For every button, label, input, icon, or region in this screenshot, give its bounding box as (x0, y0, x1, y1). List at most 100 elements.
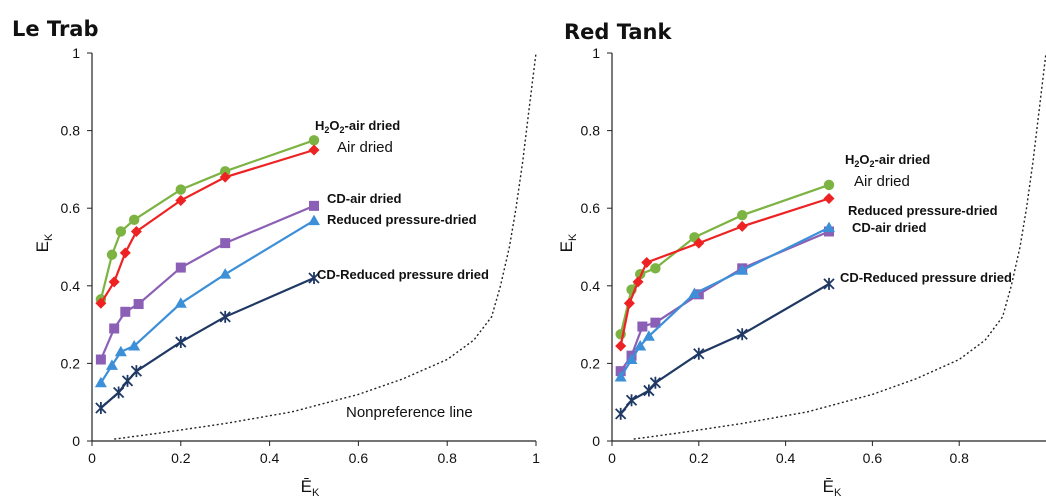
data-point-cdair (309, 200, 319, 211)
annotation-h2o2-label: H2O2-air dried (315, 118, 400, 135)
data-point-reduced (823, 221, 835, 233)
x-axis-label: ĒK (301, 477, 320, 499)
x-tick-label: 0.6 (863, 450, 883, 466)
y-tick-label: 0.6 (581, 200, 601, 216)
data-point-air (623, 297, 635, 309)
series-line-reduced (99, 219, 315, 384)
y-tick-label: 1 (72, 45, 80, 61)
chart-1: Le Trab 0 0.2 0.4 0.6 0.8 1 0 0.2 0.4 0.6 0.8 1 EK ĒK H… (12, 17, 540, 499)
data-point-reduced (642, 330, 655, 341)
data-point-air (119, 247, 131, 259)
annotation-cdreduced-label: CD-Reduced pressure dried (840, 270, 1012, 285)
data-point-reduced (308, 214, 320, 226)
data-point-cdreduced (693, 347, 705, 360)
data-point-reduced (128, 339, 141, 351)
data-point-cdair (133, 299, 144, 310)
data-point-h2o2 (220, 166, 231, 177)
series-line-cdair (99, 204, 315, 360)
series-h2o2 (95, 135, 320, 305)
y-axis-label: EK (557, 233, 579, 252)
data-point-air (632, 276, 644, 288)
data-point-cdair (637, 321, 648, 332)
data-point-air (308, 144, 320, 156)
data-point-air (108, 276, 120, 288)
annotation-nonpref-label: Nonpreference line (346, 404, 473, 421)
annotation-air-label: Air dried (337, 139, 393, 156)
data-point-reduced (105, 359, 118, 370)
y-tick-label: 0.4 (61, 278, 81, 294)
series-air (95, 144, 320, 309)
data-point-cdair (693, 289, 704, 300)
data-point-cdreduced (615, 407, 627, 420)
series-cdreduced (615, 277, 835, 420)
data-point-cdair (120, 306, 131, 317)
data-point-cdreduced (823, 277, 835, 290)
x-tick-label: 0 (88, 450, 96, 466)
y-tick-label: 0.2 (581, 355, 601, 371)
data-point-cdreduced (113, 386, 125, 399)
nonpreference-line (114, 52, 537, 440)
x-tick-label: 0.4 (260, 450, 280, 466)
data-point-air (219, 171, 231, 183)
nonpreference-line (633, 52, 1046, 440)
data-point-h2o2 (106, 249, 118, 260)
data-point-cdreduced (121, 374, 134, 387)
y-tick-label: 0 (72, 433, 80, 449)
series-cdair (615, 226, 834, 377)
data-point-cdreduced (736, 328, 748, 341)
chart-title: Le Trab (12, 17, 99, 41)
data-point-air (175, 194, 187, 206)
x-tick-label: 0 (608, 450, 616, 466)
annotation-cdair-label: CD-air dried (852, 220, 926, 235)
data-point-air (736, 220, 748, 232)
chart-title: Red Tank (564, 20, 672, 44)
data-point-cdreduced (95, 402, 107, 415)
data-point-cdreduced (308, 272, 320, 285)
data-point-h2o2 (128, 214, 140, 226)
data-point-reduced (614, 370, 627, 382)
data-point-reduced (174, 297, 187, 308)
data-point-h2o2 (823, 179, 835, 191)
data-point-cdair (220, 238, 231, 249)
data-point-air (130, 225, 142, 237)
chart-2: Red Tank 0 0.2 0.4 0.6 0.8 1 0 0.2 0.4 0.6 0.8 EK ĒK H… (557, 20, 1046, 499)
x-tick-label: 0.8 (437, 450, 457, 466)
x-axis-label: ĒK (823, 477, 842, 499)
data-point-air (615, 340, 627, 352)
y-tick-label: 0.4 (581, 278, 601, 294)
data-point-air (823, 193, 835, 204)
series-h2o2 (615, 179, 835, 340)
annotation-cdair-label: CD-air dried (327, 191, 401, 206)
data-point-reduced (219, 268, 232, 279)
series-cdreduced (95, 272, 320, 415)
series-line-air (99, 148, 315, 304)
data-point-h2o2 (175, 184, 186, 195)
data-point-reduced (94, 376, 107, 388)
annotation-reduced-label: Reduced pressure-dried (848, 203, 998, 218)
data-point-reduced (114, 345, 127, 357)
y-tick-label: 0 (592, 433, 600, 449)
data-point-cdair (109, 323, 120, 334)
series-air (615, 193, 835, 352)
x-tick-label: 0.8 (949, 450, 969, 466)
data-point-cdreduced (219, 310, 231, 323)
x-tick-label: 0.2 (689, 450, 709, 466)
data-point-h2o2 (308, 135, 320, 146)
x-tick-label: 1 (532, 450, 540, 466)
annotation-air-label: Air dried (854, 173, 910, 190)
data-point-air (693, 237, 705, 249)
series-reduced (94, 214, 320, 388)
series-reduced (614, 221, 835, 382)
data-point-cdreduced (175, 336, 187, 349)
y-tick-label: 0.6 (61, 200, 81, 216)
data-point-reduced (688, 287, 701, 299)
annotation-reduced-label: Reduced pressure-dried (327, 212, 477, 227)
data-point-reduced (634, 339, 647, 351)
y-tick-label: 0.2 (61, 355, 81, 371)
data-point-cdreduced (625, 394, 638, 407)
data-point-cdreduced (130, 365, 143, 378)
data-point-cdair (650, 317, 661, 328)
data-point-reduced (625, 353, 638, 365)
data-point-reduced (736, 264, 749, 275)
